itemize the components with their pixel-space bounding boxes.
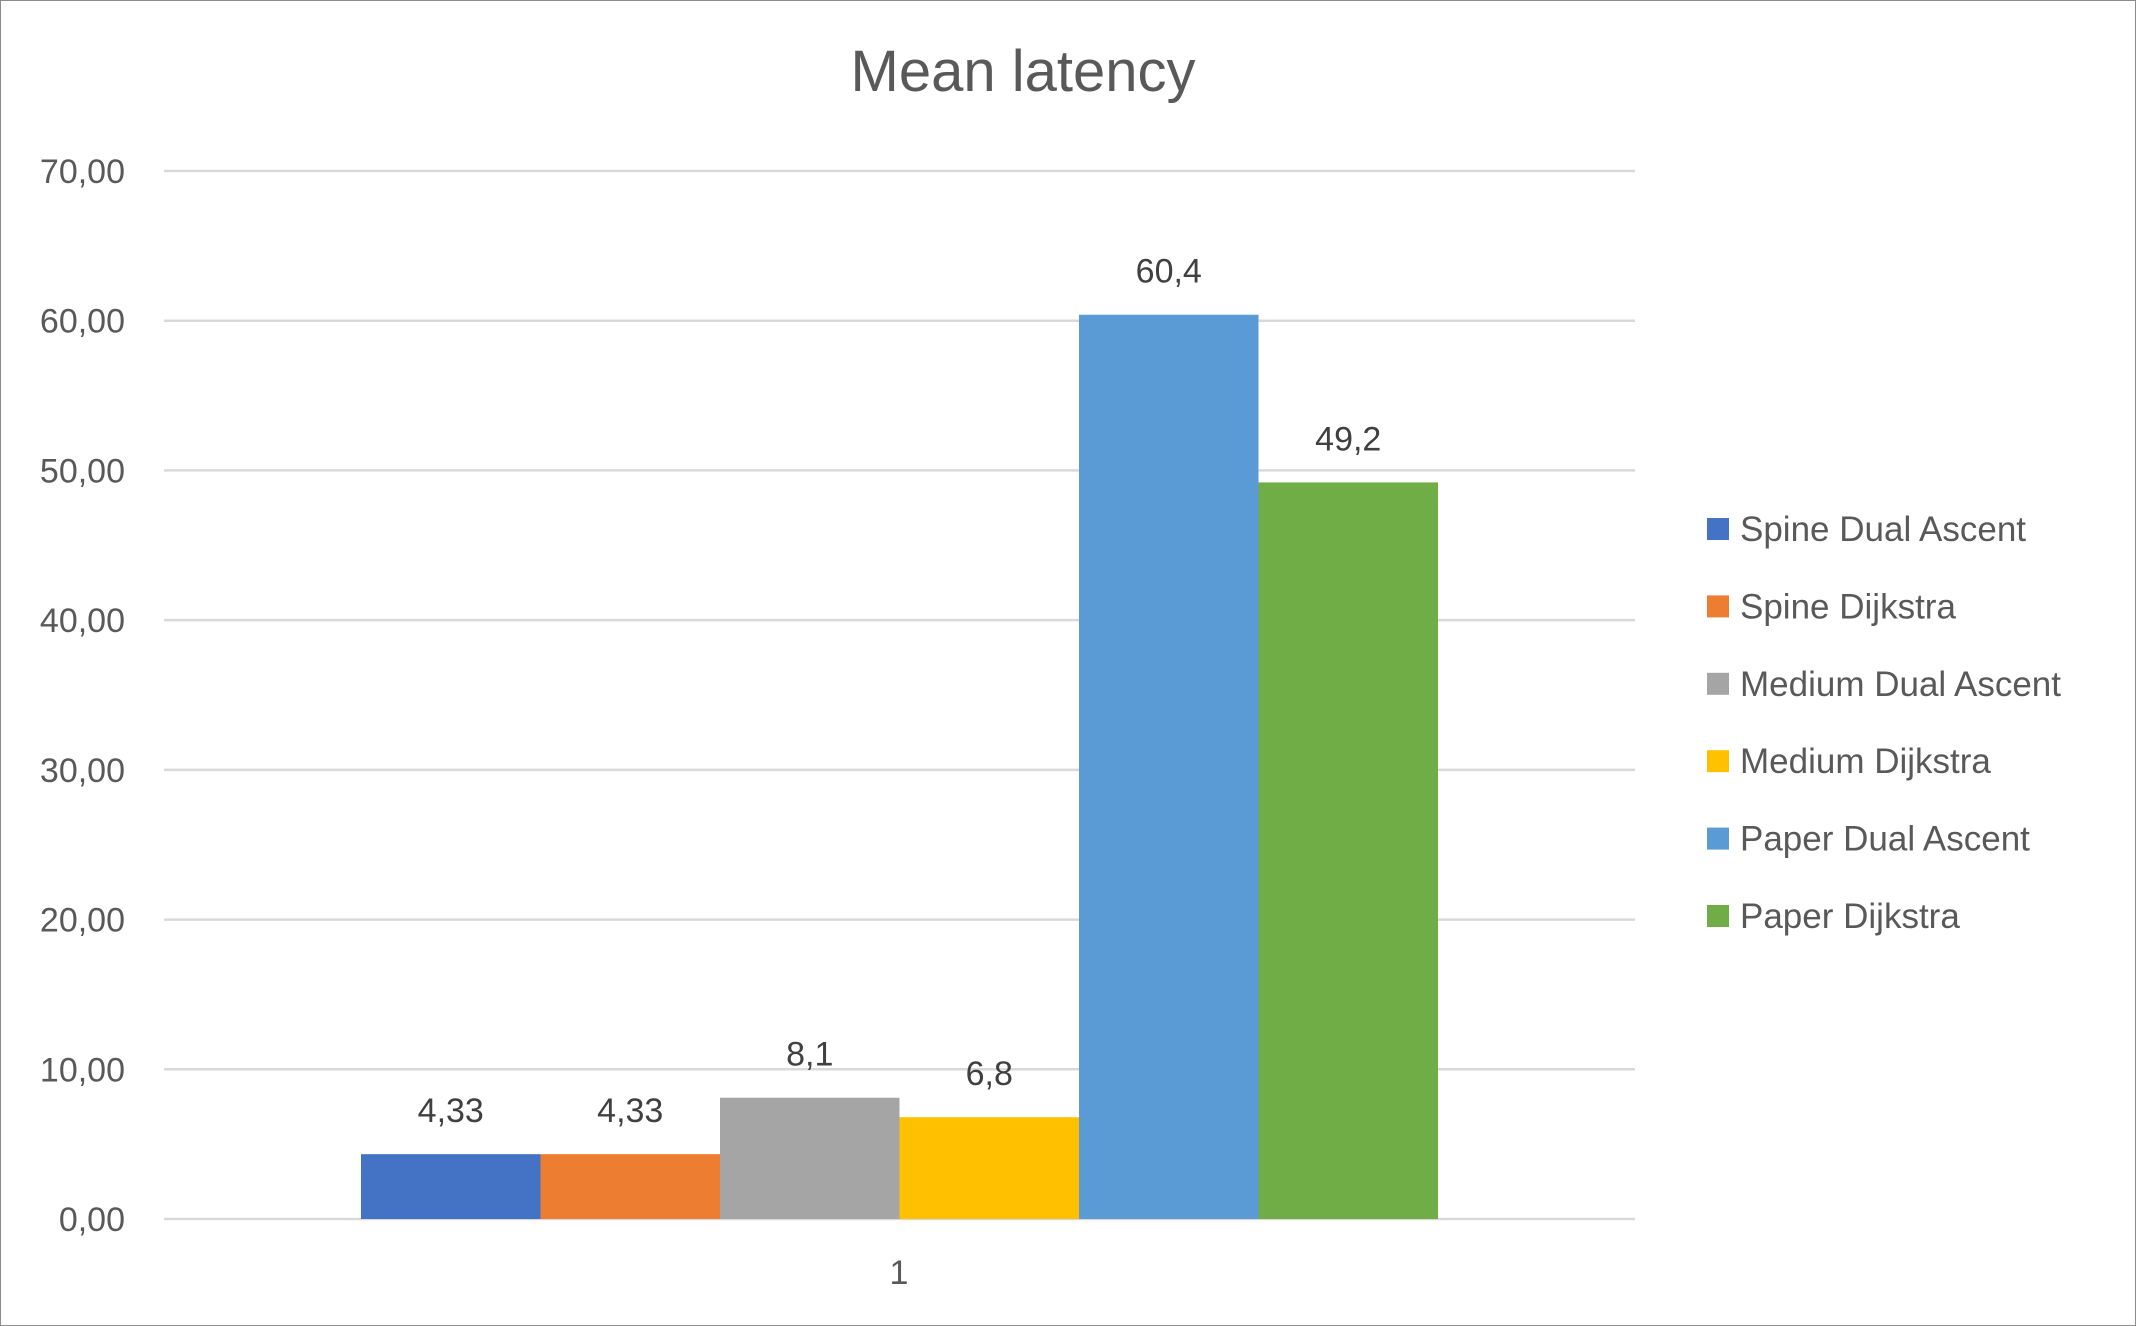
legend-swatch bbox=[1707, 827, 1729, 850]
legend: Spine Dual Ascent Spine Dijkstra Medium Du… bbox=[1707, 510, 2061, 936]
bar-medium-dual-ascent bbox=[720, 1097, 900, 1219]
legend-swatch bbox=[1707, 905, 1729, 927]
y-tick-label: 0,00 bbox=[59, 1201, 125, 1239]
legend-label: Medium Dual Ascent bbox=[1740, 665, 2061, 704]
y-axis-tick-labels: 0,00 10,00 20,00 30,00 40,00 50,00 60,00 70,00 bbox=[40, 153, 125, 1239]
legend-swatch bbox=[1707, 750, 1729, 773]
x-axis-tick-labels: 1 bbox=[890, 1254, 909, 1292]
y-tick-label: 30,00 bbox=[40, 752, 125, 790]
data-label: 4,33 bbox=[418, 1092, 484, 1130]
legend-label: Spine Dual Ascent bbox=[1740, 510, 2026, 549]
legend-swatch bbox=[1707, 672, 1729, 695]
y-tick-label: 50,00 bbox=[40, 452, 125, 490]
bar-spine-dual-ascent bbox=[361, 1154, 541, 1219]
bars bbox=[361, 314, 1438, 1219]
data-label: 8,1 bbox=[786, 1036, 833, 1074]
x-tick-label: 1 bbox=[890, 1254, 909, 1292]
bar-medium-dijkstra bbox=[899, 1117, 1079, 1219]
y-tick-label: 60,00 bbox=[40, 303, 125, 341]
legend-swatch bbox=[1707, 518, 1729, 540]
y-tick-label: 20,00 bbox=[40, 902, 125, 940]
data-label: 49,2 bbox=[1315, 420, 1381, 458]
data-label: 60,4 bbox=[1136, 253, 1202, 291]
legend-label: Spine Dijkstra bbox=[1740, 587, 1956, 626]
legend-label: Medium Dijkstra bbox=[1740, 742, 1991, 781]
data-label: 4,33 bbox=[597, 1092, 663, 1130]
y-tick-label: 10,00 bbox=[40, 1051, 125, 1089]
legend-label: Paper Dual Ascent bbox=[1740, 820, 2030, 859]
bar-paper-dijkstra bbox=[1258, 482, 1438, 1219]
data-labels: 4,33 4,33 8,1 6,8 60,4 49,2 bbox=[418, 253, 1382, 1130]
bar-paper-dual-ascent bbox=[1079, 314, 1259, 1219]
y-tick-label: 70,00 bbox=[40, 153, 125, 191]
data-label: 6,8 bbox=[966, 1055, 1013, 1093]
gridlines bbox=[164, 169, 1635, 1221]
chart-title: Mean latency bbox=[851, 39, 1196, 104]
bar-spine-dijkstra bbox=[540, 1154, 720, 1219]
y-tick-label: 40,00 bbox=[40, 602, 125, 640]
legend-swatch bbox=[1707, 595, 1729, 618]
legend-label: Paper Dijkstra bbox=[1740, 897, 1960, 936]
